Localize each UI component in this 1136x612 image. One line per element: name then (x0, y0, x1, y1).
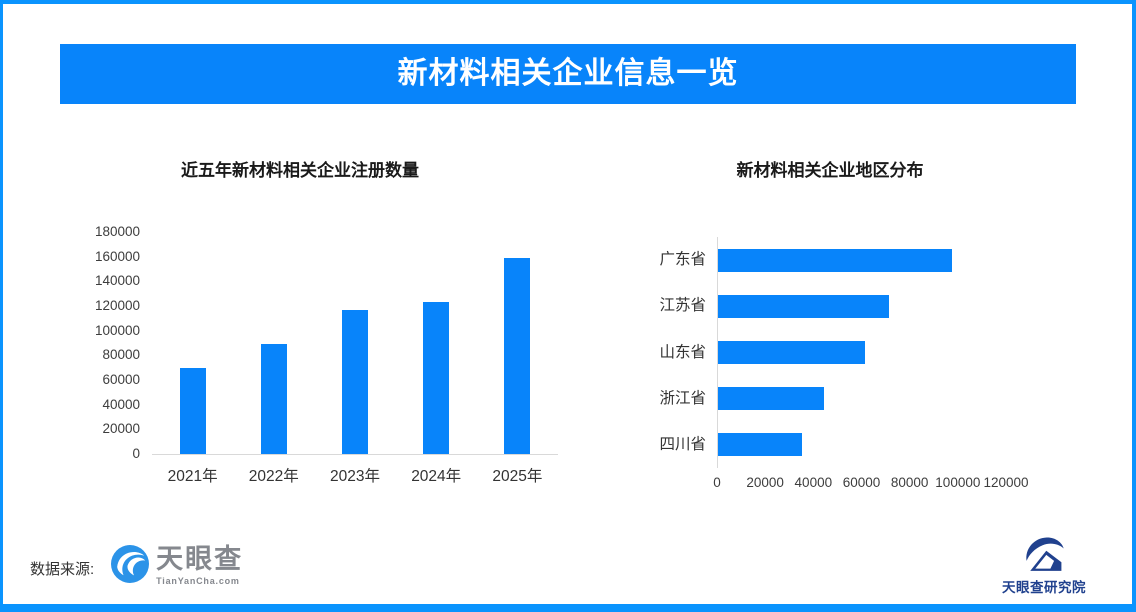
tianyancha-logo-subtext: TianYanCha.com (156, 576, 240, 586)
x-axis-tick-label: 80000 (890, 475, 929, 490)
data-source-label: 数据来源: (30, 561, 95, 578)
research-institute-logo: 天眼查研究院 (992, 533, 1096, 596)
y-axis-tick-label: 100000 (94, 322, 140, 338)
research-institute-label: 天眼查研究院 (1002, 580, 1086, 595)
region-distribution-bar-chart: 新材料相关企业地区分布 广东省江苏省山东省浙江省四川省 0 20000 40000 60… (620, 150, 1090, 520)
y-axis-tick-label: 20000 (102, 421, 140, 437)
y-axis-category-label: 山东省 (659, 343, 706, 361)
y-axis-tick-label: 160000 (94, 248, 140, 264)
x-axis-category-label: 2025年 (492, 468, 543, 485)
x-axis-tick-label: 0 (713, 475, 721, 490)
tianyancha-eye-icon (111, 545, 150, 583)
y-axis-tick-label: 60000 (102, 372, 140, 387)
bar-广东省 (718, 248, 952, 272)
x-axis-category-label: 2022年 (248, 468, 299, 485)
tianyancha-logo-text: 天眼查 (156, 544, 244, 574)
y-axis-tick-label: 140000 (94, 273, 140, 289)
bar-2022年 (260, 343, 287, 454)
x-axis-tick-label: 20000 (746, 475, 784, 490)
y-axis-tick-label: 120000 (94, 298, 140, 313)
y-axis-tick-label: 40000 (102, 396, 140, 412)
bar-2025年 (504, 257, 531, 454)
y-axis-category-label: 江苏省 (659, 297, 706, 315)
tianyancha-research-icon (1026, 537, 1064, 571)
y-axis-category-label: 四川省 (659, 435, 706, 453)
bar-2021年 (179, 367, 206, 454)
x-axis-tick-label: 60000 (842, 475, 881, 490)
page-title: 新材料相关企业信息一览 (397, 57, 739, 90)
bar-2024年 (423, 302, 450, 454)
y-axis-tick-label: 180000 (94, 224, 140, 239)
y-axis-tick-label: 80000 (102, 347, 140, 363)
bar-江苏省 (718, 294, 889, 318)
registration-count-bar-chart: 近五年新材料相关企业注册数量 180000 160000 140000 120000 1… (60, 150, 600, 520)
left-chart-title: 近五年新材料相关企业注册数量 (181, 161, 419, 180)
y-axis-category-label: 广东省 (659, 251, 706, 269)
x-axis-category-label: 2023年 (329, 468, 380, 485)
x-axis-tick-label: 120000 (983, 475, 1029, 490)
x-axis-tick-label: 40000 (794, 475, 833, 490)
y-axis-category-label: 浙江省 (659, 389, 706, 407)
bar-四川省 (718, 433, 803, 457)
x-axis-category-label: 2021年 (167, 468, 218, 485)
bar-2023年 (342, 309, 368, 454)
bar-山东省 (718, 341, 865, 364)
y-axis-tick-label: 0 (132, 446, 140, 461)
y-axis-line (717, 237, 718, 468)
x-axis-category-label: 2024年 (411, 468, 462, 485)
page-title-banner: 新材料相关企业信息一览 (60, 44, 1076, 104)
right-chart-title: 新材料相关企业地区分布 (736, 161, 924, 180)
x-axis-tick-label: 100000 (935, 475, 981, 490)
data-source-area: 数据来源: 天眼查 TianYanCha.com (30, 541, 243, 586)
tianyancha-logo: 天眼查 TianYanCha.com (156, 544, 243, 586)
bar-浙江省 (718, 387, 824, 411)
x-axis-line (152, 454, 558, 455)
